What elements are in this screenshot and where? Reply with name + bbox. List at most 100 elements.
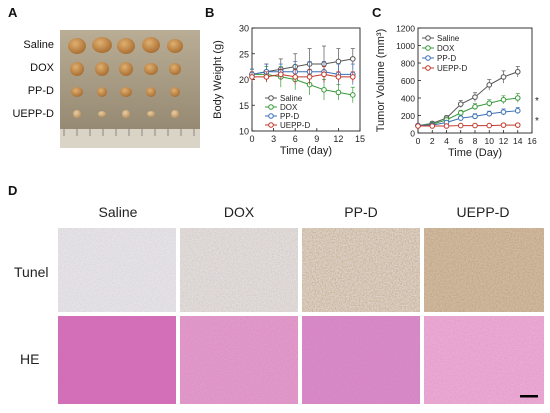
panel-b-letter: B: [205, 5, 215, 20]
y-tick-label: 800: [401, 59, 415, 69]
tumor-dox-4: [144, 63, 158, 75]
x-tick-label: 0: [249, 134, 254, 144]
x-tick-label: 14: [513, 136, 523, 146]
legend-marker: [425, 65, 431, 71]
data-point: [486, 82, 493, 88]
legend-marker: [268, 104, 274, 110]
tumor-dox-5: [169, 63, 181, 75]
significance-marker: *: [535, 96, 539, 107]
tumor-ppd-3: [120, 87, 132, 97]
data-point: [472, 122, 478, 129]
tumor-photo: [60, 30, 200, 148]
row-label-he: HE: [20, 351, 40, 367]
series-uepp-d: [415, 122, 521, 129]
col-header-saline: Saline: [98, 204, 138, 220]
tumor-saline-1: [68, 38, 86, 54]
data-point: [335, 58, 342, 65]
legend-label: UEPP-D: [437, 64, 467, 73]
data-point: [514, 122, 521, 128]
data-point: [306, 74, 313, 80]
legend-marker: [268, 95, 274, 101]
tumor-dox-3: [119, 62, 133, 76]
panel-a-label-uepp: UEPP-D: [12, 108, 54, 120]
tumor-ppd-1: [71, 87, 83, 97]
panel-a-letter: A: [8, 5, 18, 20]
data-point: [415, 123, 421, 129]
legend-label: UEPP-D: [280, 121, 310, 130]
x-axis-label: Time (day): [280, 145, 332, 157]
tumor-uepp-3: [122, 110, 130, 118]
scale-bar: [520, 395, 538, 398]
data-point: [500, 74, 507, 80]
legend-marker: [425, 35, 431, 41]
data-point: [514, 68, 521, 75]
tumor-saline-3: [117, 38, 135, 54]
data-point: [500, 122, 507, 128]
data-point: [457, 101, 464, 107]
tumor-saline-2: [92, 37, 112, 53]
significance-marker: *: [535, 116, 539, 127]
x-tick-label: 3: [271, 134, 276, 144]
y-tick-label: 25: [239, 49, 249, 59]
y-tick-label: 30: [239, 24, 249, 34]
x-tick-label: 6: [458, 136, 463, 146]
legend-label: Saline: [437, 34, 460, 43]
col-header-uepp: UEPP-D: [456, 204, 510, 220]
x-tick-label: 12: [499, 136, 509, 146]
y-tick-label: 400: [401, 94, 415, 104]
data-point: [472, 94, 478, 100]
data-point: [292, 74, 298, 80]
data-point: [350, 92, 356, 98]
legend-label: DOX: [280, 103, 298, 112]
data-point: [500, 96, 507, 103]
x-tick-label: 2: [430, 136, 435, 146]
panel-c-letter: C: [372, 5, 382, 20]
data-point: [500, 109, 507, 115]
tumor-saline-4: [142, 37, 160, 53]
y-tick-label: 1200: [396, 24, 415, 34]
y-tick-label: 1000: [396, 41, 415, 51]
y-tick-label: 600: [401, 76, 415, 86]
x-tick-label: 12: [333, 134, 343, 144]
legend-label: PP-D: [280, 112, 299, 121]
tumor-uepp-4: [147, 111, 155, 117]
data-point: [486, 100, 493, 107]
data-point: [249, 74, 255, 80]
legend-marker: [268, 122, 274, 128]
x-tick-label: 0: [416, 136, 421, 146]
data-point: [472, 113, 478, 120]
series-uepp-d: [249, 66, 356, 85]
x-tick-label: 9: [314, 134, 319, 144]
tumor-saline-5: [167, 39, 183, 53]
data-point: [486, 110, 493, 117]
legend-label: DOX: [437, 44, 455, 53]
panel-a-label-ppd: PP-D: [27, 85, 54, 97]
x-tick-label: 16: [527, 136, 537, 146]
data-point: [335, 89, 342, 96]
tumor-ppd-4: [146, 87, 156, 97]
tumor-dox-1: [70, 62, 84, 76]
data-point: [278, 71, 284, 78]
x-tick-label: 10: [485, 136, 495, 146]
x-tick-label: 4: [444, 136, 449, 146]
tumor-dox-2: [95, 62, 109, 76]
legend-marker: [268, 113, 274, 119]
data-point: [321, 71, 327, 78]
data-point: [472, 103, 478, 110]
y-tick-label: 10: [239, 127, 249, 137]
data-point: [263, 74, 270, 80]
body-weight-chart: 0 3 6 9 12 15 10 15 20 25 30 Time (day) Body Weight …: [212, 24, 365, 158]
y-tick-label: 200: [401, 111, 415, 121]
data-point: [457, 115, 464, 121]
data-point: [514, 107, 521, 114]
panel-a-label-saline: Saline: [23, 39, 54, 51]
data-point: [321, 87, 327, 93]
data-point: [443, 123, 450, 129]
x-tick-label: 8: [473, 136, 478, 146]
y-axis-label: Body Weight (g): [212, 40, 224, 119]
legend-marker: [425, 45, 431, 51]
ruler: [60, 129, 200, 148]
y-tick-label: 20: [239, 75, 249, 85]
series-saline: [415, 66, 521, 129]
data-point: [457, 122, 464, 129]
